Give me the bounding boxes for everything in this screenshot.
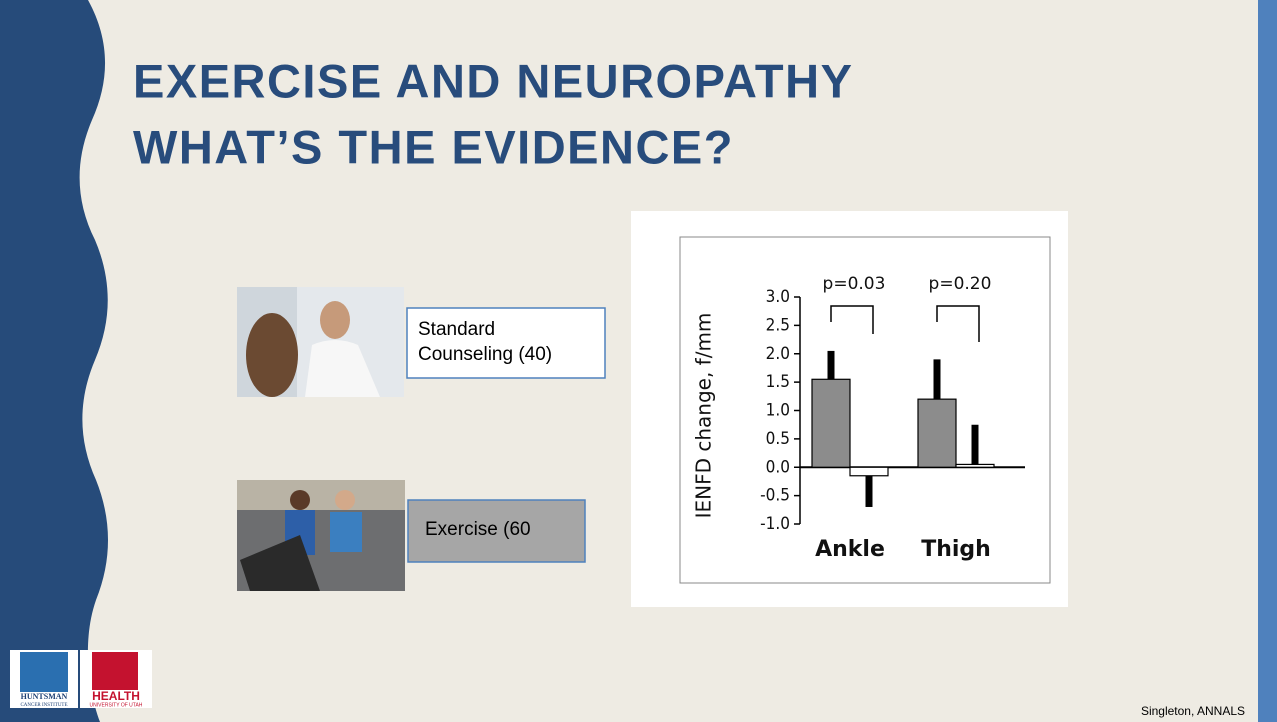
title: WHAT’S THE EVIDENCE?: [133, 120, 734, 173]
footer: Singleton, ANNALS: [1141, 704, 1245, 718]
y-tick-label: 2.5: [766, 315, 790, 335]
box-label: Exercise (60: [425, 519, 531, 540]
bar: [812, 379, 850, 467]
y-axis-label: IENFD change, f/mm: [692, 313, 716, 519]
bar: [918, 399, 956, 467]
annotation: p=0.03: [823, 274, 886, 294]
logo-text: UNIVERSITY OF UTAH: [90, 702, 143, 708]
y-tick-label: 3.0: [766, 287, 790, 307]
left-wave: [0, 0, 108, 722]
slide: EXERCISE AND NEUROPATHY WHAT’S THE EVIDE…: [0, 0, 1277, 722]
x-tick-label: Ankle: [815, 537, 885, 562]
y-tick-label: 0.5: [766, 429, 790, 449]
y-tick-label: 1.0: [766, 401, 790, 421]
x-tick-label: Thigh: [921, 537, 991, 562]
y-tick-label: 2.0: [766, 344, 790, 364]
y-tick-label: -0.5: [760, 486, 790, 506]
logo: HUNTSMAN CANCER INSTITUTE HEALTH UNIVERS…: [10, 650, 152, 708]
y-tick-label: -1.0: [760, 514, 790, 534]
photo-exercise: [237, 480, 405, 591]
title: EXERCISE AND NEUROPATHY: [133, 54, 853, 107]
y-tick-label: 0.0: [766, 457, 790, 477]
logo-text: HUNTSMAN: [21, 692, 68, 701]
photo-counseling: [237, 287, 404, 397]
bar: [956, 464, 994, 467]
annotation: p=0.20: [929, 274, 992, 294]
logo-text: CANCER INSTITUTE: [20, 703, 67, 708]
logo-text: HEALTH: [92, 689, 140, 703]
bar: [850, 467, 888, 476]
right-strip: [1258, 0, 1277, 722]
y-tick-label: 1.5: [766, 372, 790, 392]
